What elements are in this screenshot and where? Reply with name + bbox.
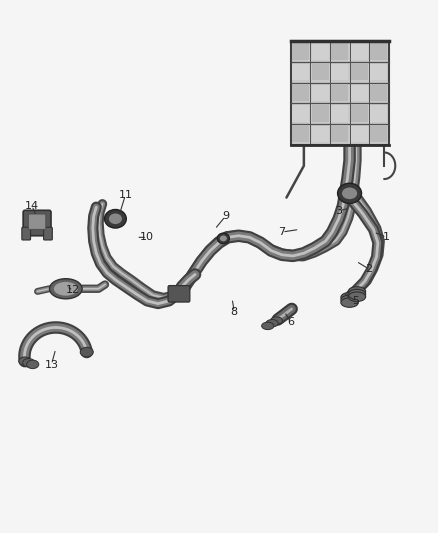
FancyBboxPatch shape — [371, 43, 388, 60]
Ellipse shape — [109, 214, 122, 224]
FancyBboxPatch shape — [292, 126, 309, 142]
FancyBboxPatch shape — [292, 64, 309, 80]
FancyBboxPatch shape — [331, 126, 348, 142]
Text: 12: 12 — [66, 285, 80, 295]
Ellipse shape — [19, 357, 31, 366]
Text: 7: 7 — [279, 227, 286, 237]
Ellipse shape — [338, 183, 361, 204]
FancyBboxPatch shape — [351, 126, 368, 142]
Ellipse shape — [348, 289, 366, 299]
Ellipse shape — [49, 279, 82, 299]
Ellipse shape — [341, 295, 358, 305]
FancyBboxPatch shape — [292, 106, 309, 122]
Ellipse shape — [342, 188, 357, 199]
FancyBboxPatch shape — [371, 126, 388, 142]
Text: 11: 11 — [118, 190, 132, 200]
FancyBboxPatch shape — [351, 43, 368, 60]
Text: 13: 13 — [44, 360, 58, 369]
Ellipse shape — [220, 236, 227, 241]
FancyBboxPatch shape — [331, 85, 348, 101]
Ellipse shape — [261, 322, 274, 329]
FancyBboxPatch shape — [331, 106, 348, 122]
FancyBboxPatch shape — [28, 214, 46, 229]
FancyBboxPatch shape — [312, 43, 328, 60]
Text: 9: 9 — [222, 211, 229, 221]
Text: 3: 3 — [335, 206, 342, 216]
FancyBboxPatch shape — [22, 227, 31, 240]
FancyBboxPatch shape — [44, 227, 52, 240]
FancyBboxPatch shape — [371, 85, 388, 101]
Ellipse shape — [27, 360, 39, 369]
FancyBboxPatch shape — [351, 106, 368, 122]
Text: 10: 10 — [140, 232, 154, 243]
Ellipse shape — [341, 293, 358, 302]
Ellipse shape — [348, 292, 366, 302]
Ellipse shape — [80, 348, 93, 357]
Text: 6: 6 — [287, 317, 294, 327]
FancyBboxPatch shape — [331, 64, 348, 80]
Ellipse shape — [341, 298, 358, 308]
FancyBboxPatch shape — [291, 41, 389, 144]
Ellipse shape — [23, 359, 35, 367]
FancyBboxPatch shape — [292, 43, 309, 60]
FancyBboxPatch shape — [312, 106, 328, 122]
Ellipse shape — [105, 209, 126, 228]
Ellipse shape — [54, 282, 78, 296]
Ellipse shape — [270, 317, 283, 324]
FancyBboxPatch shape — [351, 64, 368, 80]
Text: 8: 8 — [231, 306, 238, 317]
FancyBboxPatch shape — [168, 286, 190, 302]
FancyBboxPatch shape — [312, 64, 328, 80]
FancyBboxPatch shape — [371, 106, 388, 122]
FancyBboxPatch shape — [351, 85, 368, 101]
FancyBboxPatch shape — [312, 126, 328, 142]
Text: 5: 5 — [353, 296, 360, 306]
Text: 14: 14 — [25, 200, 39, 211]
Ellipse shape — [266, 319, 278, 327]
FancyBboxPatch shape — [371, 64, 388, 80]
FancyBboxPatch shape — [331, 43, 348, 60]
Text: 1: 1 — [383, 232, 390, 243]
Ellipse shape — [217, 233, 230, 244]
FancyBboxPatch shape — [292, 85, 309, 101]
Ellipse shape — [348, 287, 366, 296]
FancyBboxPatch shape — [312, 85, 328, 101]
FancyBboxPatch shape — [23, 211, 51, 236]
Text: 2: 2 — [366, 264, 373, 274]
